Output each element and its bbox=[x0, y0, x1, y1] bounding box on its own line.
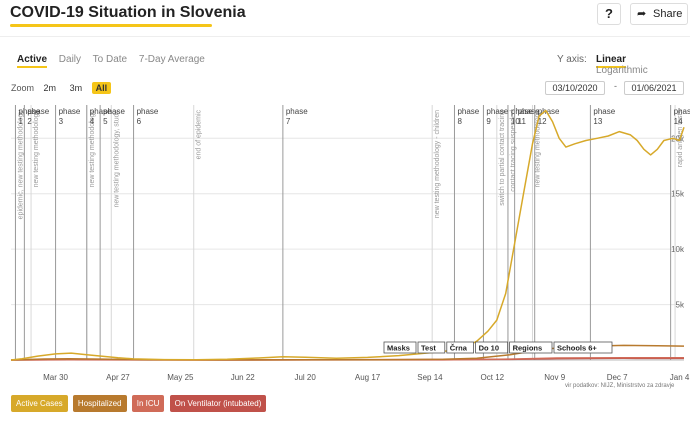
y-tick-label: 15k bbox=[671, 190, 685, 199]
phase-number: 13 bbox=[593, 117, 602, 126]
phase-label: phase bbox=[137, 107, 159, 116]
phase-label: phase bbox=[286, 107, 308, 116]
phase-label: phase bbox=[674, 107, 690, 116]
legend-hospitalized[interactable]: Hospitalized bbox=[72, 395, 127, 412]
legend-in-icu[interactable]: In ICU bbox=[131, 395, 165, 412]
measure-box bbox=[553, 341, 613, 354]
measure-box bbox=[509, 341, 553, 354]
measure-box bbox=[475, 341, 509, 354]
event-label: new testing methodology - children bbox=[434, 110, 441, 218]
x-tick-label: Jan 4 bbox=[670, 373, 690, 382]
tab-active[interactable]: Active bbox=[17, 54, 48, 68]
tab-daily[interactable]: Daily bbox=[58, 54, 82, 65]
zoom-controls: Zoom 2m 3m All bbox=[11, 82, 112, 94]
measure-label: Test bbox=[421, 344, 436, 353]
share-icon: ➦ bbox=[637, 8, 647, 20]
event-label: end of epidemic bbox=[196, 110, 203, 160]
phase-number: 9 bbox=[486, 117, 491, 126]
y-axis-label: Y axis: bbox=[557, 54, 587, 65]
x-tick-label: Dec 7 bbox=[607, 373, 628, 382]
event-label: new testing methodology, study bbox=[113, 110, 120, 208]
tab-linear[interactable]: Linear bbox=[596, 54, 627, 68]
zoom-3m-button[interactable]: 3m bbox=[69, 83, 83, 93]
phase-number: 1 bbox=[18, 117, 23, 126]
date-from-input[interactable]: 03/10/2020 bbox=[545, 81, 605, 95]
event-label: contact tracing suspended bbox=[510, 110, 517, 192]
measure-label: Do 10 bbox=[479, 344, 499, 353]
y-tick-label: 20k bbox=[671, 134, 685, 143]
legend-on-ventilator[interactable]: On Ventilator (intubated) bbox=[169, 395, 267, 412]
measure-label: Schools 6+ bbox=[557, 344, 597, 353]
y-tick-label: 5k bbox=[676, 301, 685, 310]
measure-label: Regions bbox=[513, 344, 543, 353]
phase-number: 3 bbox=[59, 117, 64, 126]
header-divider bbox=[0, 36, 690, 37]
phase-label: phase bbox=[103, 107, 125, 116]
x-tick-label: Sep 14 bbox=[417, 373, 443, 382]
phase-number: 7 bbox=[286, 117, 291, 126]
phase-label: phase bbox=[457, 107, 479, 116]
zoom-2m-button[interactable]: 2m bbox=[43, 83, 57, 93]
event-label: new testing methodology bbox=[534, 110, 541, 188]
tab-7-day-average[interactable]: 7-Day Average bbox=[138, 54, 205, 65]
x-tick-label: Oct 12 bbox=[481, 373, 505, 382]
x-tick-label: Nov 9 bbox=[544, 373, 565, 382]
measure-box bbox=[383, 341, 417, 354]
zoom-all-button[interactable]: All bbox=[91, 82, 112, 94]
series-tabs: Active Daily To Date 7-Day Average bbox=[17, 54, 214, 68]
event-label: new testing methodology bbox=[89, 110, 96, 188]
phase-label: phase bbox=[593, 107, 615, 116]
phase-label: phase bbox=[59, 107, 81, 116]
phase-number: 2 bbox=[27, 117, 32, 126]
scale-tabs: Linear Logarithmic bbox=[596, 54, 690, 76]
date-separator: - bbox=[614, 81, 617, 91]
tab-logarithmic[interactable]: Logarithmic bbox=[596, 65, 648, 76]
title-underline bbox=[10, 24, 212, 27]
phase-number: 4 bbox=[90, 117, 95, 126]
phase-label: phase bbox=[18, 107, 40, 116]
phase-number: 5 bbox=[103, 117, 108, 126]
phase-label: phase bbox=[518, 107, 540, 116]
help-button[interactable]: ? bbox=[597, 3, 621, 25]
phase-number: 11 bbox=[518, 117, 527, 126]
phase-number: 8 bbox=[457, 117, 462, 126]
legend-active-cases[interactable]: Active Cases bbox=[11, 395, 68, 412]
x-tick-label: Aug 17 bbox=[355, 373, 381, 382]
data-source: vir podatkov: NIJZ, Ministrstvo za zdrav… bbox=[565, 383, 675, 389]
y-tick-label: 10k bbox=[671, 245, 685, 254]
phase-label: phase bbox=[538, 107, 560, 116]
x-tick-label: Apr 27 bbox=[106, 373, 130, 382]
event-label: switch to partial contact tracing bbox=[499, 110, 506, 206]
date-to-input[interactable]: 01/06/2021 bbox=[624, 81, 684, 95]
legend: Active Cases Hospitalized In ICU On Vent… bbox=[11, 395, 269, 412]
event-label: new testing methodology bbox=[33, 110, 40, 188]
event-label: epidemic, new testing methodology bbox=[17, 110, 24, 220]
x-tick-label: Mar 30 bbox=[43, 373, 68, 382]
phase-label: phase bbox=[511, 107, 533, 116]
share-label: Share bbox=[653, 8, 683, 20]
x-tick-label: May 25 bbox=[167, 373, 194, 382]
phase-number: 14 bbox=[674, 117, 683, 126]
phase-number: 12 bbox=[538, 117, 547, 126]
phase-number: 6 bbox=[137, 117, 142, 126]
measure-box bbox=[446, 341, 474, 354]
measure-label: Črna bbox=[450, 344, 468, 353]
x-tick-label: Jul 20 bbox=[294, 373, 316, 382]
zoom-label: Zoom bbox=[11, 83, 35, 93]
phase-label: phase bbox=[486, 107, 508, 116]
series-line-active-cases bbox=[10, 109, 685, 361]
phase-label: phase bbox=[90, 107, 112, 116]
share-button[interactable]: ➦ Share bbox=[630, 3, 688, 25]
measure-box bbox=[417, 341, 446, 354]
phase-label: phase bbox=[27, 107, 49, 116]
measure-label: Masks bbox=[387, 344, 410, 353]
phase-number: 10 bbox=[511, 117, 520, 126]
x-tick-label: Jun 22 bbox=[231, 373, 256, 382]
covid-chart: 5k 10k 15k 20k epidemic, new testing methodo… bbox=[10, 105, 690, 382]
page-title: COVID-19 Situation in Slovenia bbox=[10, 4, 246, 21]
tab-to-date[interactable]: To Date bbox=[92, 54, 128, 65]
